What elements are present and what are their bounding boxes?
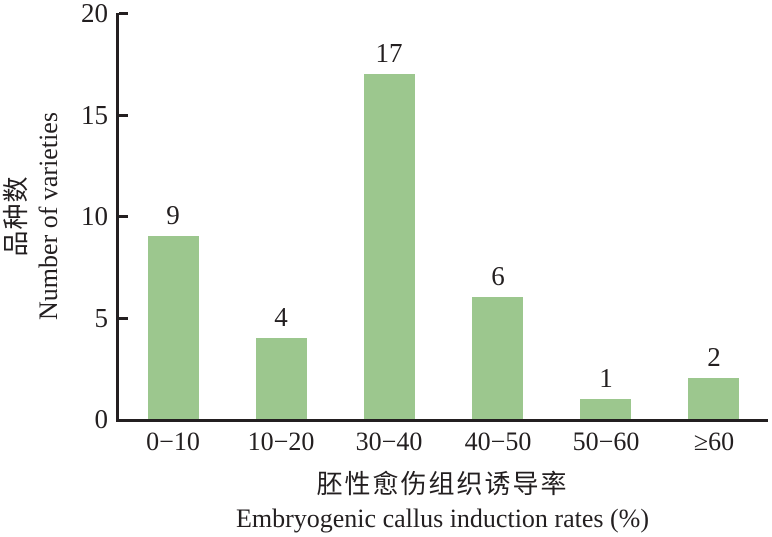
bar-value-label: 6 xyxy=(491,261,505,291)
x-category-label: 10−20 xyxy=(247,427,315,456)
x-category-label: 40−50 xyxy=(464,427,532,456)
x-category-label: ≥60 xyxy=(693,427,735,456)
bar xyxy=(472,297,523,419)
bar xyxy=(364,74,415,419)
bar-value-label: 17 xyxy=(375,38,403,68)
y-tick-label: 20 xyxy=(81,0,108,28)
x-axis-title: 胚性愈伤组织诱导率 Embryogenic callus induction r… xyxy=(117,468,768,536)
y-tick-label: 15 xyxy=(81,100,108,130)
x-category-label: 0−10 xyxy=(146,427,200,456)
y-axis-line xyxy=(116,13,119,422)
y-tick xyxy=(119,12,128,15)
bar xyxy=(688,378,739,419)
bar xyxy=(148,236,199,419)
y-tick-label: 5 xyxy=(94,303,109,333)
bar-value-label: 9 xyxy=(166,200,180,230)
bar xyxy=(256,338,307,419)
bar xyxy=(580,399,631,419)
x-axis-line xyxy=(116,419,768,422)
y-tick xyxy=(119,317,128,320)
y-tick-label: 0 xyxy=(94,404,109,434)
y-tick xyxy=(119,215,128,218)
x-axis-title-zh: 胚性愈伤组织诱导率 xyxy=(316,470,569,499)
y-tick-label: 10 xyxy=(81,201,108,231)
y-tick xyxy=(119,114,128,117)
bar-value-label: 4 xyxy=(274,302,288,332)
x-category-label: 30−40 xyxy=(355,427,423,456)
x-category-label: 50−60 xyxy=(572,427,640,456)
bar-value-label: 1 xyxy=(599,363,613,393)
y-axis-title-zh: 品种数 xyxy=(2,175,31,257)
bar-value-label: 2 xyxy=(707,342,721,372)
x-axis-title-en: Embryogenic callus induction rates (%) xyxy=(236,504,649,533)
